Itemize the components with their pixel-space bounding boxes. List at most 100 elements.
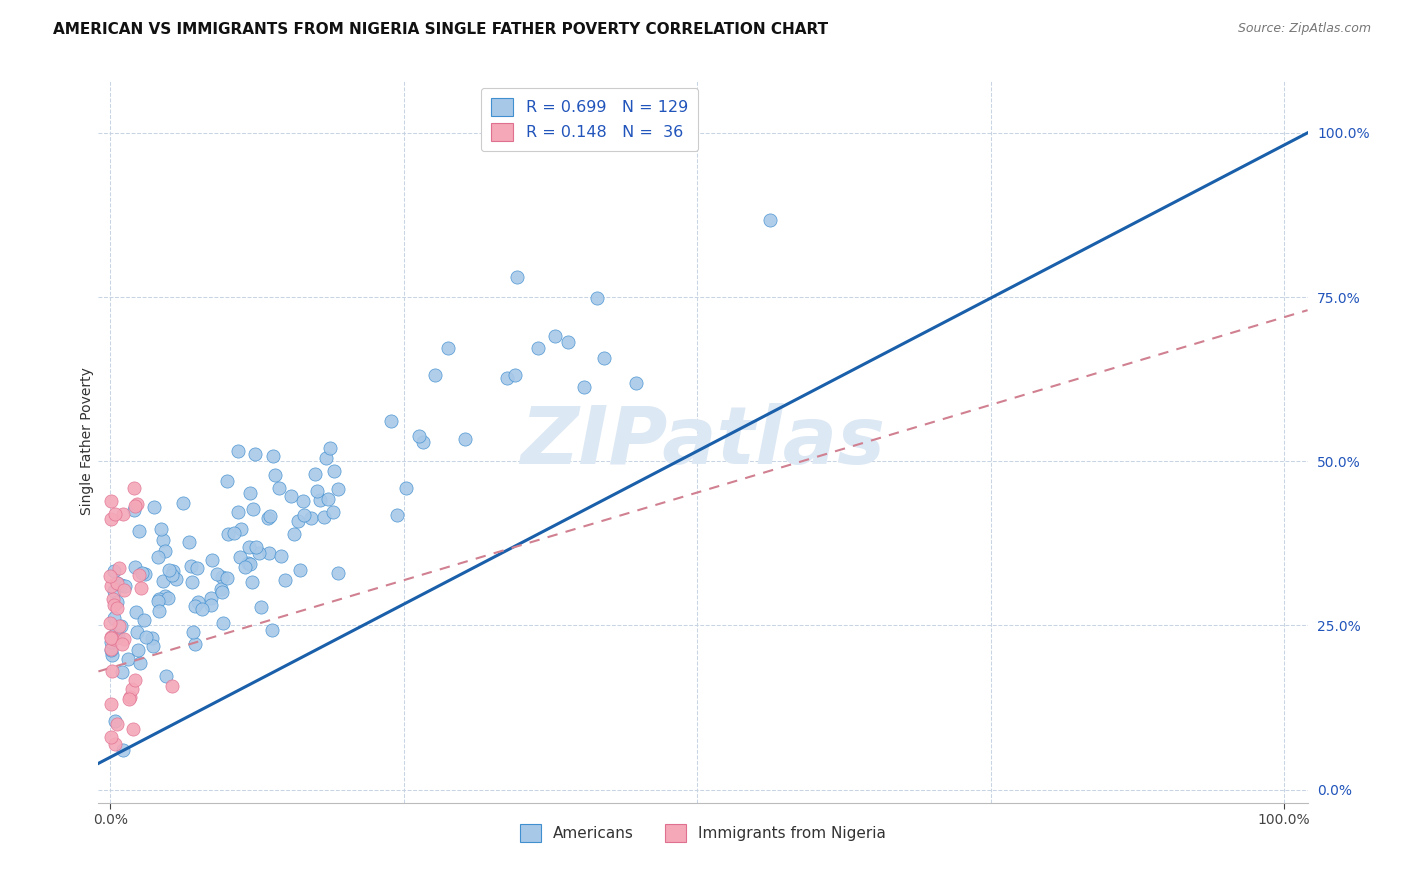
Point (152, 533, 174, 548)
Point (131, 566, 153, 580)
Point (121, 722, 143, 736)
Point (503, 368, 526, 382)
Point (112, 632, 135, 647)
Point (100, 697, 122, 711)
Point (586, 291, 609, 305)
Point (239, 485, 262, 500)
Point (322, 465, 344, 479)
Point (108, 619, 131, 633)
Point (111, 507, 134, 521)
Point (183, 637, 205, 651)
Point (262, 450, 284, 464)
Y-axis label: Single Father Poverty: Single Father Poverty (80, 368, 94, 516)
Point (159, 562, 181, 576)
Point (184, 599, 207, 613)
Point (103, 632, 125, 646)
Point (103, 564, 125, 578)
Point (247, 546, 270, 560)
Point (212, 616, 235, 631)
Point (217, 571, 239, 585)
Point (557, 334, 579, 349)
Point (122, 503, 145, 517)
Point (134, 567, 156, 582)
Point (107, 560, 129, 574)
Point (153, 544, 176, 558)
Point (245, 447, 267, 461)
Point (105, 576, 128, 591)
Point (117, 651, 139, 665)
Point (124, 560, 146, 574)
Point (177, 535, 200, 549)
Point (135, 631, 157, 645)
Point (226, 443, 249, 458)
Point (112, 743, 135, 757)
Point (146, 549, 169, 564)
Point (118, 692, 141, 706)
Point (408, 429, 430, 443)
Point (380, 414, 402, 428)
Point (100, 615, 122, 630)
Point (299, 511, 322, 525)
Point (262, 623, 284, 637)
Point (264, 467, 287, 482)
Point (141, 631, 163, 645)
Point (128, 656, 150, 670)
Point (100, 635, 122, 649)
Text: AMERICAN VS IMMIGRANTS FROM NIGERIA SINGLE FATHER POVERTY CORRELATION CHART: AMERICAN VS IMMIGRANTS FROM NIGERIA SING… (53, 22, 828, 37)
Point (125, 497, 148, 511)
Point (127, 643, 149, 657)
Point (105, 595, 128, 609)
Point (146, 594, 169, 608)
Point (211, 570, 233, 584)
Point (200, 591, 222, 605)
Point (257, 546, 280, 560)
Point (304, 467, 326, 481)
Point (155, 668, 177, 682)
Point (205, 566, 228, 581)
Point (120, 690, 142, 704)
Point (121, 681, 143, 696)
Point (215, 474, 238, 488)
Point (105, 600, 128, 615)
Point (156, 591, 179, 605)
Point (270, 549, 292, 564)
Point (150, 522, 173, 536)
Point (395, 481, 418, 495)
Point (180, 558, 202, 573)
Point (245, 540, 267, 554)
Point (105, 717, 128, 731)
Point (287, 514, 309, 528)
Point (292, 494, 315, 508)
Point (305, 484, 328, 499)
Point (100, 493, 122, 508)
Point (759, 213, 782, 227)
Point (527, 341, 550, 355)
Point (111, 637, 134, 651)
Point (200, 599, 222, 613)
Point (125, 624, 148, 639)
Point (100, 730, 122, 744)
Point (290, 563, 312, 577)
Point (315, 451, 337, 466)
Point (412, 434, 434, 449)
Point (105, 575, 128, 590)
Point (425, 368, 447, 383)
Point (124, 500, 146, 514)
Point (544, 329, 567, 343)
Point (100, 512, 122, 526)
Point (103, 591, 125, 606)
Point (312, 509, 335, 524)
Point (222, 526, 245, 541)
Point (328, 482, 350, 496)
Point (454, 432, 477, 446)
Point (110, 578, 132, 592)
Point (122, 481, 145, 495)
Point (505, 269, 527, 284)
Point (104, 507, 127, 521)
Point (201, 552, 224, 566)
Point (308, 492, 330, 507)
Point (437, 341, 460, 355)
Point (100, 631, 122, 645)
Point (385, 508, 408, 522)
Point (142, 500, 165, 515)
